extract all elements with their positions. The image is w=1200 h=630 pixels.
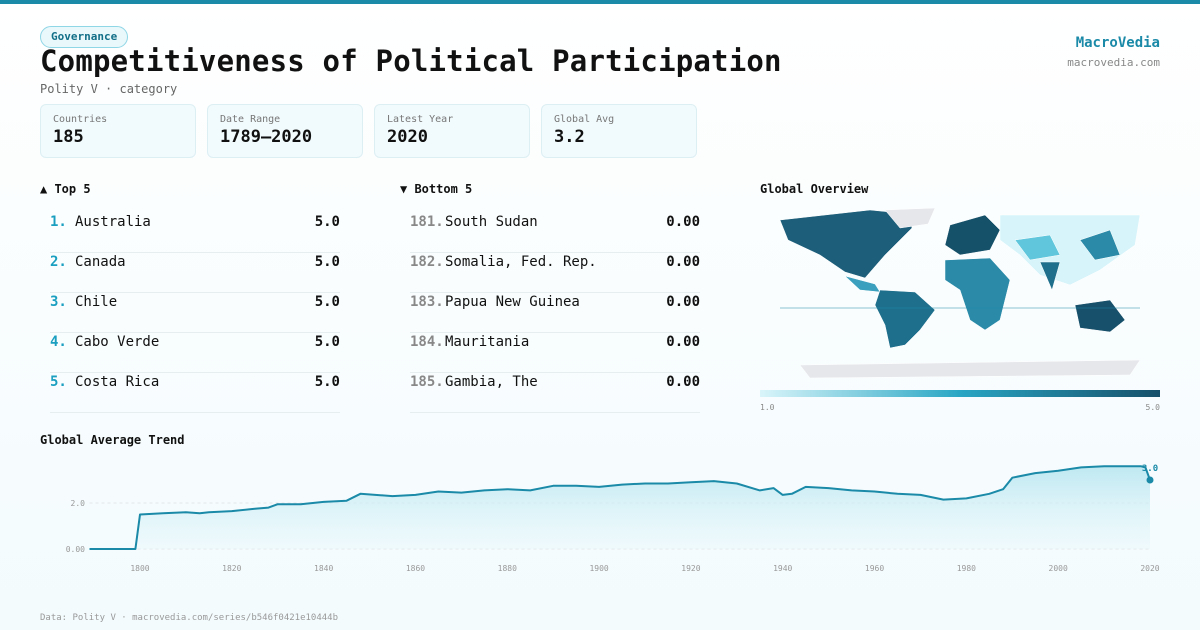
ranking-row: 4. Cabo Verde 5.0 xyxy=(50,332,340,373)
country-value: 5.0 xyxy=(314,294,340,310)
country-value: 0.00 xyxy=(666,294,700,310)
stat-value: 3.2 xyxy=(554,127,585,147)
x-tick-label: 1960 xyxy=(865,564,884,573)
x-tick-label: 1880 xyxy=(498,564,517,573)
country-value: 5.0 xyxy=(314,334,340,350)
colorbar xyxy=(760,390,1160,397)
section-title: ▼ Bottom 5 xyxy=(400,182,473,196)
country-value: 0.00 xyxy=(666,374,700,390)
x-tick-label: 1840 xyxy=(314,564,333,573)
x-tick-label: 1800 xyxy=(130,564,149,573)
stat-label: Date Range xyxy=(220,114,281,125)
page-title: Competitiveness of Political Participati… xyxy=(40,44,782,78)
country-name: Gambia, The xyxy=(445,374,538,390)
map-shapes xyxy=(779,207,1141,379)
country-name: Chile xyxy=(75,294,118,310)
trend-line xyxy=(89,465,1151,550)
stat-label: Countries xyxy=(53,114,108,125)
country-value: 5.0 xyxy=(314,374,340,390)
rank: 4. xyxy=(50,334,67,350)
ranking-row: 181. South Sudan 0.00 xyxy=(410,212,700,253)
country-value: 5.0 xyxy=(314,254,340,270)
x-tick-label: 1860 xyxy=(406,564,425,573)
stat-label: Global Avg xyxy=(554,114,615,125)
country-name: South Sudan xyxy=(445,214,538,230)
rank: 181. xyxy=(410,214,444,230)
trend-chart: 0.00 2.0 1800 1820 1840 1860 1880 1900 1920 1940 1… xyxy=(66,464,1160,573)
rank: 182. xyxy=(410,254,444,270)
rank: 2. xyxy=(50,254,67,270)
ranking-row: 182. Somalia, Fed. Rep. 0.00 xyxy=(410,252,700,293)
country-name: Cabo Verde xyxy=(75,334,160,350)
chart-title: Global Average Trend xyxy=(40,433,185,447)
stat-value: 185 xyxy=(53,127,84,147)
country-name: Mauritania xyxy=(445,334,530,350)
country-name: Papua New Guinea xyxy=(445,294,580,310)
ranking-row: 185. Gambia, The 0.00 xyxy=(410,372,700,413)
x-tick-label: 1820 xyxy=(222,564,241,573)
end-point xyxy=(1146,476,1154,484)
country-name: Costa Rica xyxy=(75,374,160,390)
world-map: 1.0 5.0 xyxy=(760,207,1160,412)
footer: Data: Polity V · macrovedia.com/series/b… xyxy=(40,613,339,623)
rank: 1. xyxy=(50,214,67,230)
country-name: Canada xyxy=(75,254,126,270)
ranking-row: 1. Australia 5.0 xyxy=(50,212,340,253)
country-value: 0.00 xyxy=(666,214,700,230)
rank: 185. xyxy=(410,374,444,390)
colorbar-label: 1.0 xyxy=(760,403,775,412)
ranking-row: 184. Mauritania 0.00 xyxy=(410,332,700,373)
country-value: 0.00 xyxy=(666,334,700,350)
category-badge: Governance xyxy=(40,26,129,48)
stat-card: Date Range 1789–2020 xyxy=(207,104,363,158)
stat-value: 2020 xyxy=(387,127,428,147)
ranking-row: 3. Chile 5.0 xyxy=(50,292,340,333)
trend-area xyxy=(89,466,1150,549)
brand[interactable]: MacroVedia xyxy=(1075,35,1160,51)
x-tick-label: 2020 xyxy=(1140,564,1159,573)
x-tick-label: 1900 xyxy=(589,564,608,573)
country-value: 5.0 xyxy=(314,214,340,230)
stat-card: Latest Year 2020 xyxy=(374,104,530,158)
x-tick-label: 1940 xyxy=(773,564,792,573)
rank: 3. xyxy=(50,294,67,310)
y-tick-label: 2.0 xyxy=(71,499,86,508)
rank: 184. xyxy=(410,334,444,350)
stat-label: Latest Year xyxy=(387,114,454,125)
x-tick-label: 1980 xyxy=(957,564,976,573)
rank: 5. xyxy=(50,374,67,390)
ranking-row: 2. Canada 5.0 xyxy=(50,252,340,293)
country-value: 0.00 xyxy=(666,254,700,270)
y-tick-label: 0.00 xyxy=(66,545,85,554)
value-label: 3.0 xyxy=(1142,464,1158,474)
stat-card: Global Avg 3.2 xyxy=(541,104,697,158)
section-title: Global Overview xyxy=(760,182,869,196)
site[interactable]: macrovedia.com xyxy=(1067,56,1160,69)
subtitle: Polity V · category xyxy=(40,82,178,96)
country-name: Australia xyxy=(75,214,151,230)
stat-value: 1789–2020 xyxy=(220,127,313,147)
top-bar xyxy=(0,0,1200,4)
section-title: ▲ Top 5 xyxy=(40,182,91,196)
x-tick-label: 1920 xyxy=(681,564,700,573)
ranking-row: 5. Costa Rica 5.0 xyxy=(50,372,340,413)
stat-card: Countries 185 xyxy=(40,104,196,158)
rank: 183. xyxy=(410,294,444,310)
country-name: Somalia, Fed. Rep. xyxy=(445,254,597,270)
x-tick-label: 2000 xyxy=(1049,564,1068,573)
ranking-row: 183. Papua New Guinea 0.00 xyxy=(410,292,700,333)
colorbar-label: 5.0 xyxy=(1146,403,1160,412)
